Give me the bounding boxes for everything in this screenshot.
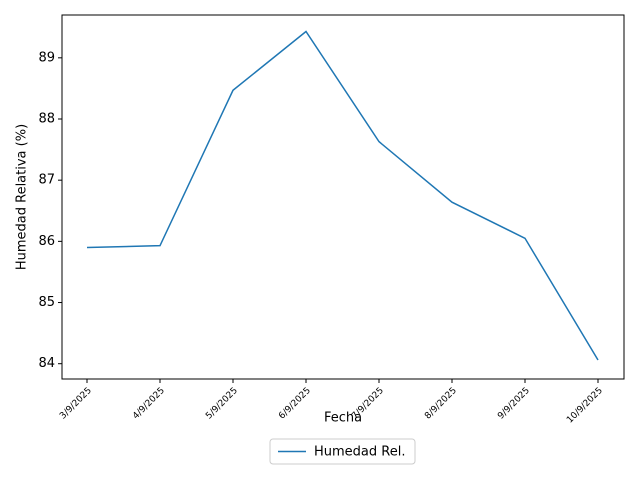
x-tick-label: 9/9/2025 bbox=[496, 386, 532, 422]
y-tick-label: 86 bbox=[38, 234, 55, 249]
x-tick-label: 3/9/2025 bbox=[58, 386, 94, 422]
data-line bbox=[86, 30, 599, 361]
x-tick-label: 10/9/2025 bbox=[565, 386, 605, 426]
x-tick-label: 7/9/2025 bbox=[350, 386, 386, 422]
x-tick-label: 4/9/2025 bbox=[131, 386, 167, 422]
y-tick-label: 87 bbox=[38, 173, 55, 188]
y-tick-label: 85 bbox=[38, 295, 55, 310]
y-tick-label: 89 bbox=[38, 50, 55, 65]
x-tick-label: 5/9/2025 bbox=[204, 386, 240, 422]
x-tick-label: 6/9/2025 bbox=[277, 386, 313, 422]
legend-box bbox=[269, 438, 416, 465]
y-axis-label: Humedad Relativa (%) bbox=[15, 124, 30, 270]
legend-label: Humedad Rel. bbox=[314, 445, 405, 460]
y-tick-label: 84 bbox=[38, 356, 55, 371]
x-tick-label: 8/9/2025 bbox=[423, 386, 459, 422]
plot-frame bbox=[61, 14, 625, 380]
x-axis-label: Fecha bbox=[324, 411, 362, 426]
y-tick-label: 88 bbox=[38, 112, 55, 127]
